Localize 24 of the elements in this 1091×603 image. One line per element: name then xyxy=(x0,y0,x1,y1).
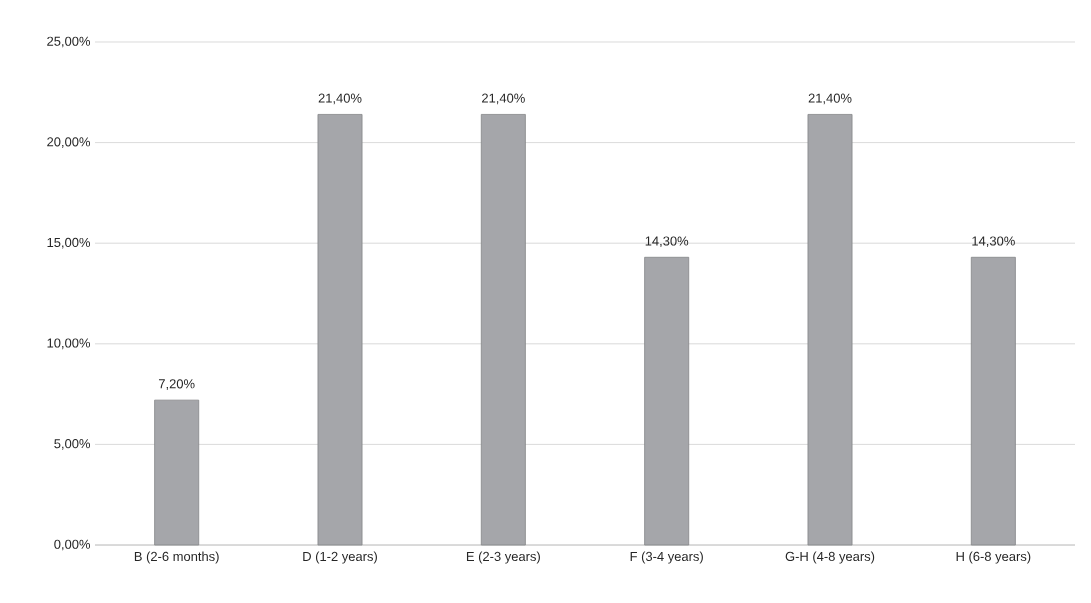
bar xyxy=(480,114,526,546)
data-label: 7,20% xyxy=(158,379,195,390)
x-tick-label: B (2-6 months) xyxy=(134,551,219,564)
data-label: 21,40% xyxy=(808,93,852,105)
x-tick-label: D (1-2 years) xyxy=(303,551,377,564)
data-label: 14,30% xyxy=(645,236,689,248)
y-tick-label: 10,00% xyxy=(47,338,91,350)
bar xyxy=(317,114,363,546)
bar xyxy=(154,399,200,546)
y-tick-label: 15,00% xyxy=(47,237,91,249)
bar xyxy=(807,114,853,546)
y-tick-label: 5,00% xyxy=(54,439,91,450)
y-tick-label: 0,00% xyxy=(54,539,91,551)
data-label: 21,40% xyxy=(318,93,362,105)
data-label: 21,40% xyxy=(482,93,525,105)
bar xyxy=(644,256,690,546)
bar xyxy=(970,256,1016,546)
y-tick-label: 20,00% xyxy=(47,137,91,148)
x-tick-label: G-H (4-8 years) xyxy=(785,551,875,564)
data-label: 14,30% xyxy=(972,236,1015,248)
x-tick-label: H (6-8 years) xyxy=(956,551,1031,564)
x-tick-label: F (3-4 years) xyxy=(630,551,703,564)
x-tick-label: E (2-3 years) xyxy=(466,551,540,564)
y-tick-label: 25,00% xyxy=(47,36,91,48)
